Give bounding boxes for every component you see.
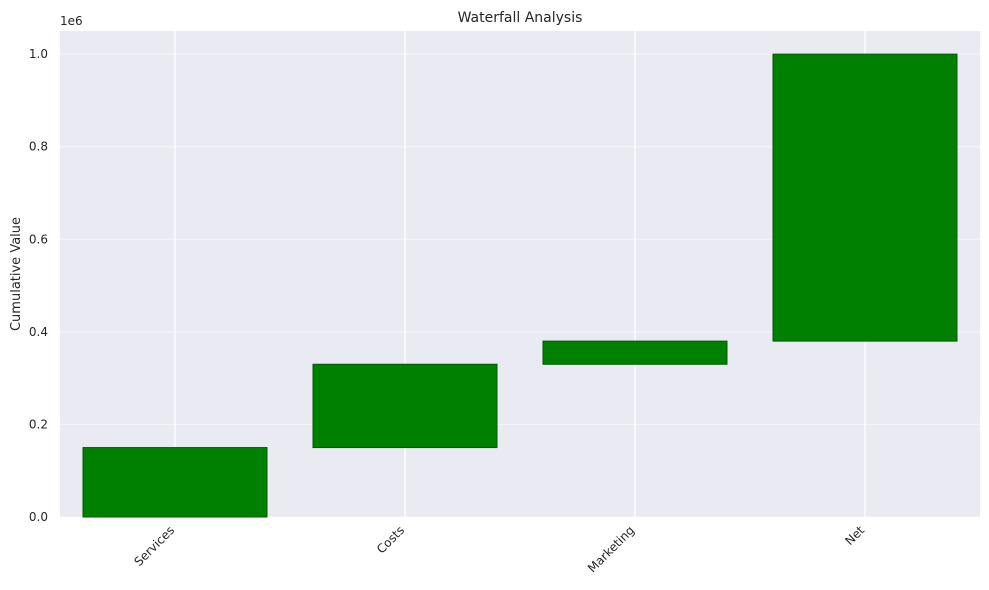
bar-services (82, 447, 268, 518)
y-tick-label: 0.0 (29, 510, 48, 524)
y-axis-ticks: 0.0 0.2 0.4 0.6 0.8 1.0 (29, 47, 48, 524)
x-tick-label: Costs (374, 523, 407, 556)
x-axis-ticks: Services Costs Marketing Net (131, 523, 867, 575)
y-tick-label: 0.8 (29, 140, 48, 154)
x-tick-label: Net (842, 523, 867, 548)
y-tick-label: 0.2 (29, 417, 48, 431)
y-tick-label: 1.0 (29, 47, 48, 61)
x-tick-label: Services (131, 523, 177, 569)
y-axis-label: Cumulative Value (9, 217, 24, 331)
x-tick-label: Marketing (585, 523, 637, 575)
bar-marketing (542, 340, 728, 365)
chart-title: Waterfall Analysis (458, 10, 583, 26)
y-tick-label: 0.4 (29, 325, 48, 339)
bar-costs (312, 363, 498, 449)
bar-net (772, 53, 958, 342)
bars (82, 53, 958, 518)
y-tick-label: 0.6 (29, 232, 48, 246)
y-axis-offset-label: 1e6 (60, 14, 83, 28)
